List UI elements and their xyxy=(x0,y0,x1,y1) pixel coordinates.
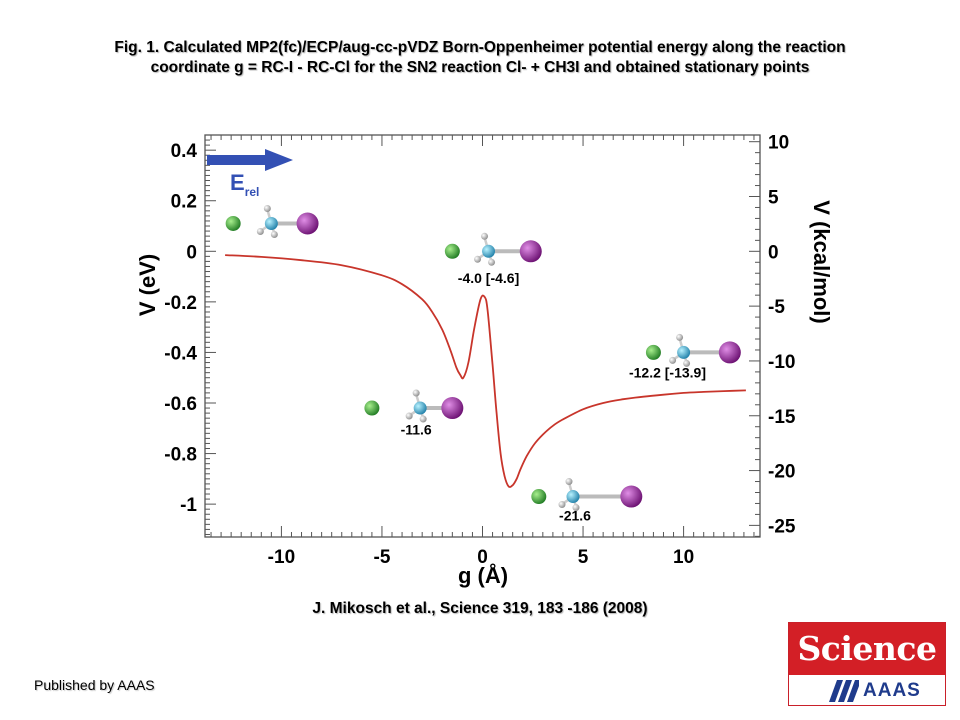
carbon-atom xyxy=(482,244,496,258)
hydrogen-atom xyxy=(565,478,573,486)
energy-label: -21.6 xyxy=(559,508,591,524)
y-tick-label: 0.4 xyxy=(171,141,198,162)
axis-tick-labels: 0.4 0.2 0 -0.2 -0.4 -0.6 -0.8 -1 10 5 0 -5 -10 -15 -20… xyxy=(164,133,796,568)
iodine-atom xyxy=(519,240,542,263)
carbon-atom xyxy=(413,401,427,415)
chlorine-atom xyxy=(645,344,661,360)
energy-label: -4.0 [-4.6] xyxy=(458,270,519,286)
energy-annotations: -4.0 [-4.6] -12.2 [-13.9] -11.6 -21.6 xyxy=(401,270,706,524)
x-tick-label: 10 xyxy=(673,547,694,568)
hydrogen-atom xyxy=(558,501,566,509)
y-tick-label: -1 xyxy=(180,495,197,516)
hydrogen-atom xyxy=(270,230,278,238)
science-logo: Science AAAS xyxy=(788,622,946,706)
hydrogen-atom xyxy=(474,255,482,263)
y-tick-label: -0.4 xyxy=(164,343,197,364)
y2-tick-label: -5 xyxy=(768,297,785,318)
y-tick-label: 0.2 xyxy=(171,192,197,213)
y-tick-label: 0 xyxy=(186,242,197,263)
y2-tick-label: -10 xyxy=(768,352,795,373)
y2-tick-label: -20 xyxy=(768,462,795,483)
molecule-products xyxy=(645,333,741,367)
molecule-structures xyxy=(225,204,741,512)
title-line-1: Fig. 1. Calculated MP2(fc)/ECP/aug-cc-pV… xyxy=(114,39,846,56)
y-tick-label: -0.2 xyxy=(164,293,197,314)
chlorine-atom xyxy=(531,489,547,505)
hydrogen-atom xyxy=(256,227,264,235)
y2-tick-label: 5 xyxy=(768,188,779,209)
iodine-atom xyxy=(718,341,741,364)
x-tick-label: -10 xyxy=(268,547,295,568)
molecule-post-reaction-complex xyxy=(531,478,643,512)
y2-tick-label: -25 xyxy=(768,516,796,537)
tick-marks xyxy=(205,135,760,537)
iodine-atom xyxy=(441,397,464,420)
x-axis-label: g (Å) xyxy=(458,562,508,588)
hydrogen-atom xyxy=(572,504,580,512)
publisher-label: Published by AAAS xyxy=(34,677,155,693)
carbon-atom xyxy=(677,345,691,359)
iodine-atom xyxy=(296,212,319,235)
iodine-atom xyxy=(620,485,643,508)
y2-tick-label: 0 xyxy=(768,242,779,263)
x-tick-label: 0 xyxy=(477,547,488,568)
arrow-label: Erel xyxy=(230,170,259,199)
hydrogen-atom xyxy=(412,389,420,397)
figure-title: Fig. 1. Calculated MP2(fc)/ECP/aug-cc-pV… xyxy=(20,38,940,78)
carbon-atom xyxy=(566,490,580,504)
aaas-mark: AAAS xyxy=(789,675,945,705)
hydrogen-atom xyxy=(683,359,691,367)
title-line-2: coordinate g = RC-I - RC-Cl for the SN2 … xyxy=(150,59,810,76)
energy-label: -12.2 [-13.9] xyxy=(629,365,706,381)
aaas-emblem-icon xyxy=(829,680,859,702)
y-tick-label: -0.8 xyxy=(164,445,197,466)
chlorine-atom xyxy=(364,400,380,416)
carbon-atom xyxy=(264,216,278,230)
hydrogen-atom xyxy=(488,258,496,266)
y2-tick-label: -15 xyxy=(768,407,796,428)
hydrogen-atom xyxy=(669,356,677,364)
molecule-transition-state xyxy=(444,232,542,266)
y-axis-label: V (eV) xyxy=(135,254,160,316)
x-tick-label: 5 xyxy=(578,547,589,568)
energy-curve xyxy=(225,254,746,488)
energy-direction-arrow: Erel xyxy=(207,149,293,199)
molecule-pre-reaction-complex xyxy=(364,389,464,423)
aaas-text: AAAS xyxy=(863,680,921,701)
hydrogen-atom xyxy=(676,333,684,341)
energy-label: -11.6 xyxy=(401,422,432,438)
x-tick-label: -5 xyxy=(374,547,391,568)
hydrogen-atom xyxy=(419,415,427,423)
hydrogen-atom xyxy=(481,232,489,240)
chlorine-atom xyxy=(225,215,241,231)
hydrogen-atom xyxy=(405,412,413,420)
y2-tick-label: 10 xyxy=(768,133,789,154)
molecule-reactant xyxy=(225,204,319,238)
science-wordmark: Science xyxy=(789,623,945,675)
y-tick-label: -0.6 xyxy=(164,394,197,415)
chlorine-atom xyxy=(444,243,460,259)
y2-axis-label: V (kcal/mol) xyxy=(809,200,834,323)
citation: J. Mikosch et al., Science 319, 183 -186… xyxy=(312,600,648,617)
hydrogen-atom xyxy=(263,204,271,212)
energy-curve-line xyxy=(225,254,746,488)
